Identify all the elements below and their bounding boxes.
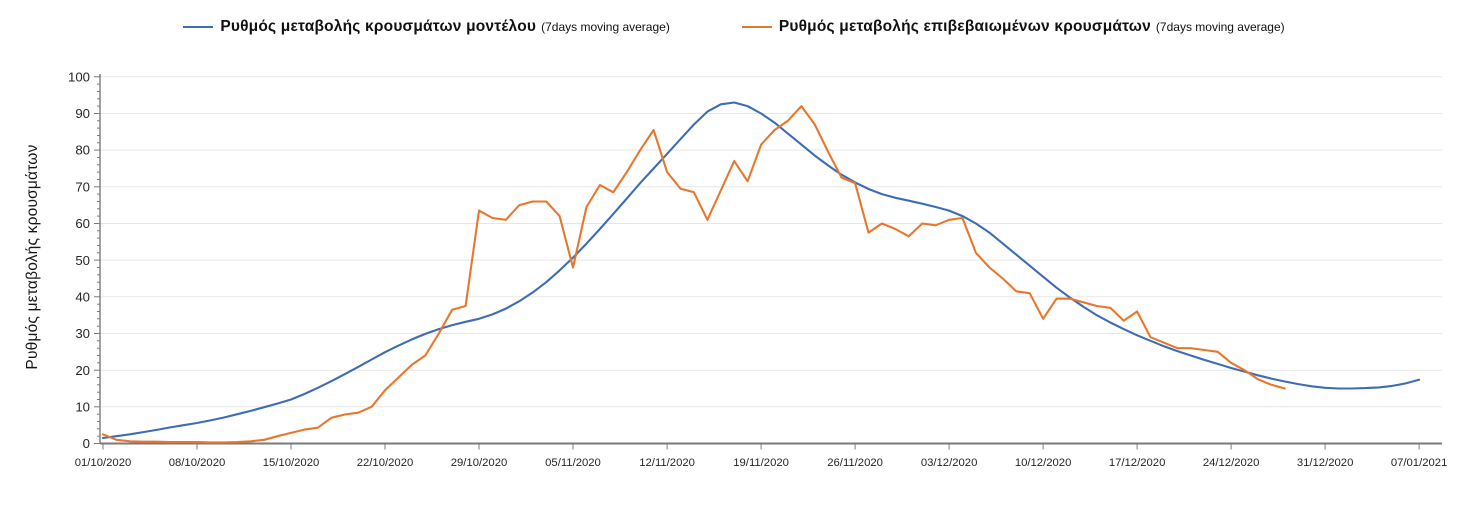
- x-tick-label: 31/12/2020: [1297, 457, 1354, 469]
- y-tick-label: 20: [75, 363, 90, 378]
- legend-suffix-model: (7days moving average): [541, 20, 670, 34]
- y-tick-label: 40: [75, 289, 90, 304]
- x-tick-label: 22/10/2020: [357, 457, 414, 469]
- x-tick-label: 07/01/2021: [1391, 457, 1448, 469]
- x-tick-label: 03/12/2020: [921, 457, 978, 469]
- x-tick-label: 17/12/2020: [1109, 457, 1166, 469]
- x-tick-label: 08/10/2020: [169, 457, 226, 469]
- y-tick-label: 10: [75, 399, 90, 414]
- legend-label-confirmed: Ρυθμός μεταβολής επιβεβαιωμένων κρουσμάτ…: [778, 18, 1151, 35]
- y-tick-label: 100: [68, 69, 90, 84]
- x-tick-label: 15/10/2020: [263, 457, 320, 469]
- x-tick-label: 29/10/2020: [451, 457, 508, 469]
- x-tick-label: 12/11/2020: [639, 457, 695, 469]
- y-tick-label: 50: [75, 253, 90, 268]
- legend-suffix-confirmed: (7days moving average): [1155, 20, 1285, 34]
- model-series-line: [101, 101, 1421, 440]
- y-tick-label: 30: [75, 326, 90, 341]
- x-tick-label: 10/12/2020: [1015, 457, 1072, 469]
- y-tick-label: 90: [75, 106, 90, 121]
- y-tick-label: 0: [83, 436, 90, 451]
- legend-item-confirmed: Ρυθμός μεταβολής επιβεβαιωμένων κρουσμάτ…: [741, 18, 1285, 36]
- y-axis-title: Ρυθμός μεταβολής κρουσμάτων: [24, 144, 41, 370]
- x-tick-label: 24/12/2020: [1203, 457, 1260, 469]
- confirmed-line-swatch-icon: [741, 26, 772, 28]
- confirmed-series-line: [101, 105, 1286, 444]
- legend-item-model: Ρυθμός μεταβολής κρουσμάτων μοντέλου (7d…: [183, 18, 670, 36]
- y-tick-label: 70: [75, 179, 90, 194]
- model-line-swatch-icon: [183, 26, 214, 28]
- y-tick-label: 60: [75, 216, 90, 231]
- x-tick-label: 19/11/2020: [733, 457, 789, 469]
- x-tick-label: 05/11/2020: [545, 457, 601, 469]
- legend-label-model: Ρυθμός μεταβολής κρουσμάτων μοντέλου: [220, 18, 537, 35]
- x-tick-label: 01/10/2020: [75, 457, 132, 469]
- x-tick-label: 26/11/2020: [827, 457, 883, 469]
- y-tick-label: 80: [75, 143, 90, 158]
- chart-legend: Ρυθμός μεταβολής κρουσμάτων μοντέλου (7d…: [0, 18, 1468, 36]
